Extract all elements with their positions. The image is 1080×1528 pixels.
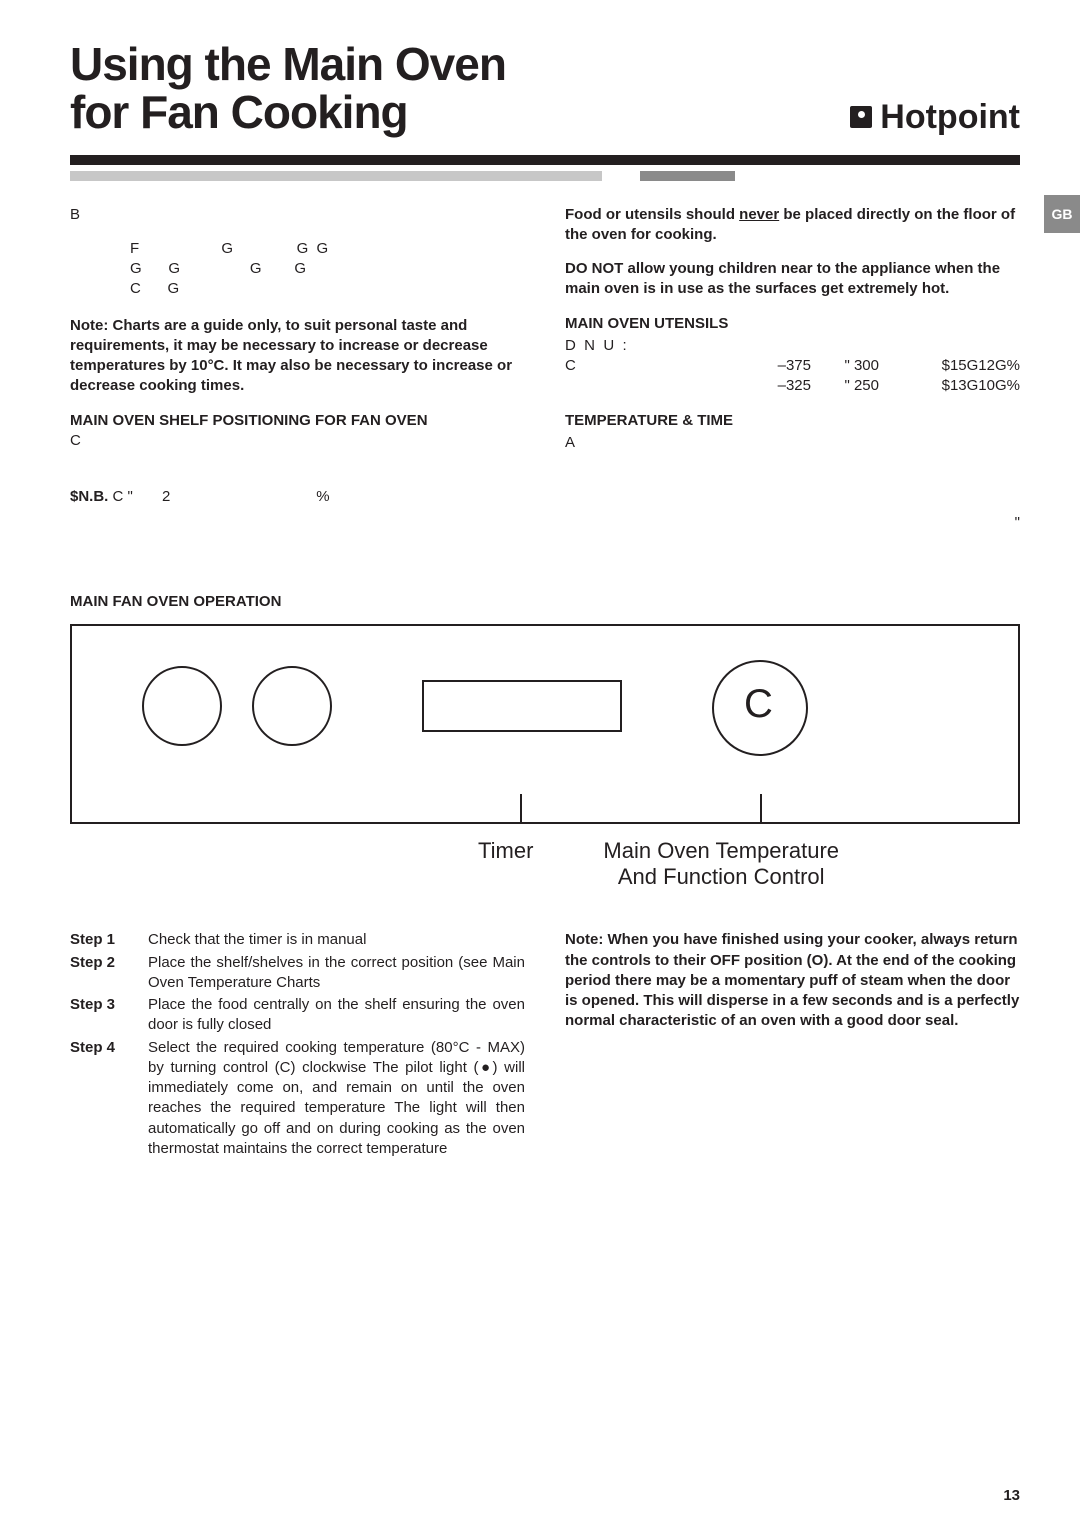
floor-warning: Food or utensils should never be placed … <box>565 205 1020 246</box>
title-line2: for Fan Cooking <box>70 86 408 138</box>
step-label: Step 4 <box>70 1038 130 1160</box>
nb-line: $N.B. C " 2 % <box>70 487 525 507</box>
step-label: Step 2 <box>70 953 130 994</box>
note-charts: Note: Charts are a guide only, to suit p… <box>70 316 525 397</box>
brand-logo: Hotpoint <box>850 98 1020 137</box>
pointer-line-icon <box>520 794 522 822</box>
pointer-line-icon <box>760 794 762 822</box>
control-panel-diagram: C <box>70 624 1020 824</box>
letters-row: C G <box>130 279 525 299</box>
step-row: Step 1 Check that the timer is in manual <box>70 930 525 950</box>
utensil-row: C –375 " 300 $15G12G% <box>565 356 1020 376</box>
knob-icon <box>142 666 222 746</box>
step-text: Select the required cooking temperature … <box>148 1038 525 1160</box>
temp-a: A <box>565 433 1020 453</box>
step-row: Step 3 Place the food centrally on the s… <box>70 995 525 1036</box>
sub-rule-bar <box>70 171 1020 181</box>
right-column: Food or utensils should never be placed … <box>565 205 1020 534</box>
operation-heading: MAIN FAN OVEN OPERATION <box>70 593 1020 610</box>
dnu-line: D N U : <box>565 336 1020 356</box>
final-note: Note: When you have finished using your … <box>565 930 1020 1161</box>
children-warning: DO NOT allow young children near to the … <box>565 259 1020 300</box>
step-label: Step 3 <box>70 995 130 1036</box>
panel-labels: Timer Main Oven Temperature And Function… <box>70 838 1020 890</box>
step-text: Check that the timer is in manual <box>148 930 525 950</box>
title-line1: Using the Main Oven <box>70 38 506 90</box>
step-row: Step 4 Select the required cooking tempe… <box>70 1038 525 1160</box>
temp-heading: TEMPERATURE & TIME <box>565 411 1020 431</box>
shelf-c: C <box>70 431 525 451</box>
letters-block: F G G G G G G G C G <box>130 239 525 300</box>
page-title: Using the Main Oven for Fan Cooking <box>70 40 506 137</box>
main-control-label: Main Oven Temperature And Function Contr… <box>603 838 839 890</box>
knob-c-label: C <box>744 682 773 727</box>
stray-quote: " <box>565 513 1020 533</box>
step-row: Step 2 Place the shelf/shelves in the co… <box>70 953 525 994</box>
brand-dot-icon <box>850 106 872 128</box>
step-text: Place the food centrally on the shelf en… <box>148 995 525 1036</box>
steps-list: Step 1 Check that the timer is in manual… <box>70 930 525 1161</box>
step-label: Step 1 <box>70 930 130 950</box>
brand-text: Hotpoint <box>880 98 1020 137</box>
shelf-heading: MAIN OVEN SHELF POSITIONING FOR FAN OVEN <box>70 411 525 431</box>
knob-icon <box>252 666 332 746</box>
timer-label: Timer <box>478 838 533 890</box>
timer-slot-icon <box>422 680 622 732</box>
letters-row: G G G G <box>130 259 525 279</box>
left-column: B F G G G G G G G C G Note: Charts are a… <box>70 205 525 534</box>
letters-row: F G G G <box>130 239 525 259</box>
rule-bar <box>70 155 1020 165</box>
b-marker: B <box>70 205 525 225</box>
utensils-heading: MAIN OVEN UTENSILS <box>565 314 1020 334</box>
gb-tab: GB <box>1044 195 1080 233</box>
step-text: Place the shelf/shelves in the correct p… <box>148 953 525 994</box>
page-number: 13 <box>1003 1487 1020 1504</box>
utensil-row: –325 " 250 $13G10G% <box>565 376 1020 396</box>
